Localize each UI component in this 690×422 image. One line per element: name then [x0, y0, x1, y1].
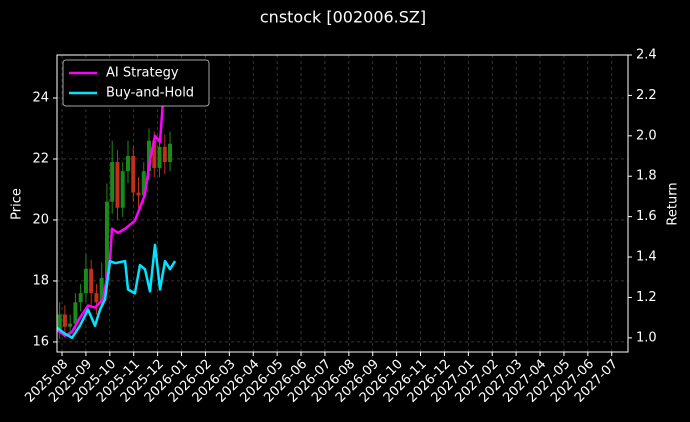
candle-body: [110, 162, 115, 202]
legend: AI Strategy Buy-and-Hold: [62, 59, 210, 107]
candle-body: [162, 146, 167, 163]
plot-frame: [56, 54, 629, 353]
y2-tick-label: 1.0: [636, 330, 657, 345]
candle-body: [131, 155, 136, 193]
candle-body: [136, 192, 141, 196]
candle-body: [83, 268, 88, 294]
chart-title: cnstock [002006.SZ]: [260, 8, 426, 27]
y-tick-label: 20: [32, 212, 49, 227]
y-tick-label: 22: [32, 151, 49, 166]
candle-body: [68, 323, 73, 327]
y2-axis-label: Return: [666, 182, 681, 225]
candle-body: [152, 140, 157, 169]
y2-tick-label: 2.2: [636, 88, 657, 103]
y2-tick-label: 2.4: [636, 48, 657, 63]
candle-body: [115, 162, 120, 208]
y2-tick-label: 1.6: [636, 209, 657, 224]
candle-body: [141, 171, 146, 196]
candle-body: [78, 293, 83, 303]
y2-tick-label: 1.8: [636, 169, 657, 184]
y-tick-label: 16: [32, 334, 49, 349]
legend-label: AI Strategy: [106, 66, 179, 81]
y2-tick-label: 1.4: [636, 250, 657, 265]
candle-body: [104, 201, 109, 278]
candle-body: [157, 146, 162, 169]
candle-body: [99, 277, 104, 303]
series-line: [56, 64, 170, 338]
candle-body: [89, 268, 94, 294]
y-tick-label: 24: [32, 90, 49, 105]
series-line: [56, 243, 177, 340]
y2-tick-label: 1.2: [636, 290, 657, 305]
candle-body: [73, 302, 78, 324]
candle-body: [57, 314, 62, 330]
candle-body: [125, 155, 130, 172]
legend-label: Buy-and-Hold: [106, 86, 194, 101]
candle-body: [62, 314, 67, 327]
candle-body: [168, 143, 173, 163]
candle-body: [147, 140, 152, 172]
candle-body: [94, 293, 99, 303]
y2-tick-label: 2.0: [636, 128, 657, 143]
y-tick-label: 18: [32, 273, 49, 288]
candle-body: [120, 171, 125, 208]
legend-box: [62, 59, 210, 107]
y-axis-label: Price: [10, 188, 25, 220]
